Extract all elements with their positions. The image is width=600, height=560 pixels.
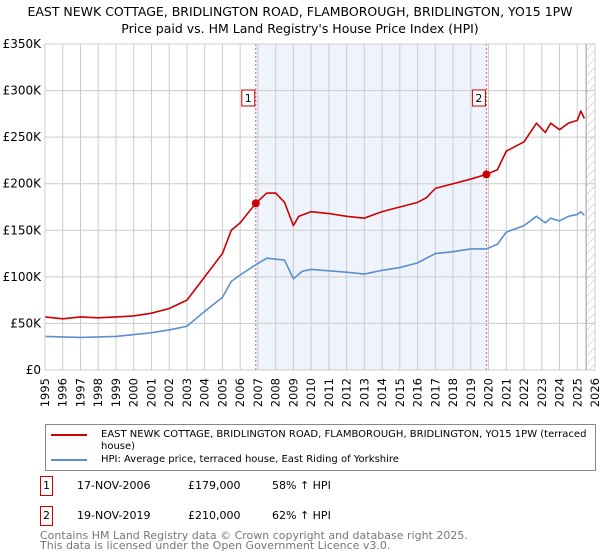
- x-tick-label: 2003: [180, 378, 194, 407]
- footer-licence: This data is licensed under the Open Gov…: [40, 539, 391, 552]
- footer: Contains HM Land Registry data © Crown c…: [40, 529, 580, 552]
- x-tick-label: 2016: [411, 378, 425, 407]
- x-tick-label: 2026: [588, 378, 600, 407]
- x-tick-label: 2014: [375, 378, 389, 407]
- hatched-forecast-region: [586, 44, 595, 370]
- x-tick-label: 1999: [109, 378, 123, 407]
- legend-swatch-hpi: [51, 459, 87, 461]
- legend-label-hpi: HPI: Average price, terraced house, East…: [101, 454, 399, 465]
- x-tick-label: 2006: [233, 378, 247, 407]
- x-tick-label: 2021: [499, 378, 513, 407]
- x-tick-label: 1998: [91, 378, 105, 407]
- y-tick-label: £50K: [10, 316, 42, 330]
- x-tick-label: 2017: [428, 378, 442, 407]
- transaction-number: 1: [40, 476, 53, 496]
- x-tick-label: 2001: [144, 378, 158, 407]
- x-tick-label: 2007: [251, 378, 265, 407]
- price-chart: 1995 1996 1997 1998 1999 2000 2001 2002 2003 2004…: [3, 37, 600, 407]
- x-tick-label: 2011: [322, 378, 336, 407]
- legend: EAST NEWK COTTAGE, BRIDLINGTON ROAD, FLA…: [45, 424, 596, 471]
- x-tick-label: 2022: [517, 378, 531, 407]
- x-tick-label: 2010: [304, 378, 318, 407]
- x-tick-label: 2025: [570, 378, 584, 407]
- sale-point: [251, 199, 260, 208]
- footer-copyright: Contains HM Land Registry data © Crown c…: [40, 529, 468, 542]
- transaction-row: 1 17-NOV-2006 £179,000 58% ↑ HPI: [40, 476, 580, 496]
- x-tick-label: 2024: [553, 378, 567, 407]
- x-tick-label: 2008: [269, 378, 283, 407]
- sale-point: [482, 170, 491, 179]
- x-tick-label: 2002: [162, 378, 176, 407]
- y-tick-label: £300K: [3, 84, 43, 98]
- chart-subtitle: Price paid vs. HM Land Registry's House …: [121, 21, 479, 36]
- x-tick-label: 2000: [127, 378, 141, 407]
- sale-badge-label: 1: [245, 92, 252, 105]
- x-tick-label: 2019: [464, 378, 478, 407]
- y-tick-label: £0: [26, 363, 41, 377]
- legend-swatch-property: [51, 434, 87, 436]
- x-tick-label: 2015: [393, 378, 407, 407]
- y-tick-label: £150K: [3, 223, 43, 237]
- shaded-ownership-period: [255, 44, 487, 370]
- x-tick-label: 2018: [446, 378, 460, 407]
- legend-item-property: EAST NEWK COTTAGE, BRIDLINGTON ROAD, FLA…: [46, 429, 589, 453]
- x-tick-label: 2012: [340, 378, 354, 407]
- x-tick-label: 2004: [198, 378, 212, 407]
- transaction-row: 2 19-NOV-2019 £210,000 62% ↑ HPI: [40, 506, 580, 526]
- x-tick-label: 2009: [286, 378, 300, 407]
- x-tick-label: 2023: [535, 378, 549, 407]
- y-tick-label: £200K: [3, 177, 43, 191]
- transaction-number: 2: [40, 506, 53, 526]
- y-tick-label: £250K: [3, 130, 43, 144]
- legend-label-property: EAST NEWK COTTAGE, BRIDLINGTON ROAD, FLA…: [101, 429, 587, 452]
- legend-item-hpi: HPI: Average price, terraced house, East…: [46, 454, 589, 466]
- x-tick-label: 2005: [215, 378, 229, 407]
- property-price-line: [44, 110, 586, 320]
- plot-frame: [44, 43, 596, 371]
- hpi-line: [44, 210, 585, 339]
- x-tick-label: 2020: [482, 378, 496, 407]
- chart-title: EAST NEWK COTTAGE, BRIDLINGTON ROAD, FLA…: [27, 4, 573, 19]
- x-tick-label: 1997: [73, 378, 87, 407]
- sale-badge: [241, 89, 256, 107]
- transaction-date: 17-NOV-2006: [77, 479, 151, 492]
- transaction-date: 19-NOV-2019: [77, 509, 151, 522]
- transaction-price: £210,000: [188, 509, 241, 522]
- sale-badge-label: 2: [475, 92, 482, 105]
- transaction-delta: 58% ↑ HPI: [272, 479, 331, 492]
- transaction-delta: 62% ↑ HPI: [272, 509, 331, 522]
- y-tick-label: £100K: [3, 270, 43, 284]
- x-tick-label: 2013: [357, 378, 371, 407]
- x-tick-label: 1996: [56, 378, 70, 407]
- y-tick-label: £350K: [3, 37, 43, 51]
- transaction-price: £179,000: [188, 479, 241, 492]
- x-tick-label: 1995: [38, 378, 52, 407]
- sale-badge: [471, 89, 486, 107]
